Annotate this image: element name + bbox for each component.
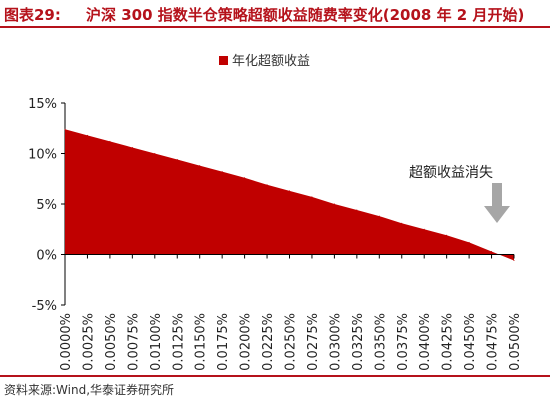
data-point — [423, 228, 425, 230]
data-point — [64, 128, 66, 130]
data-point — [356, 209, 358, 211]
x-tick-label: 0.0050% — [104, 313, 119, 371]
data-point — [378, 215, 380, 217]
x-tick-label: 0.0300% — [328, 313, 343, 371]
x-tick-label: 0.0250% — [284, 313, 299, 371]
data-point — [109, 140, 111, 142]
footer-divider — [0, 375, 550, 377]
x-tick-label: 0.0375% — [396, 313, 411, 371]
data-point — [491, 250, 493, 252]
y-tick-label: 0% — [36, 249, 57, 264]
x-tick-label: 0.0150% — [194, 313, 209, 371]
x-tick-label: 0.0325% — [351, 313, 366, 371]
y-tick-label: 5% — [36, 198, 57, 213]
data-point — [513, 260, 515, 262]
x-tick-label: 0.0425% — [441, 313, 456, 371]
x-tick-label: 0.0125% — [171, 313, 186, 371]
area-series — [65, 129, 514, 261]
plot-area: 15% 10% 5% 0% -5%0.0000% 0.0025% 0.0050% 0.0075… — [28, 97, 523, 371]
x-tick-label: 0.0000% — [59, 313, 74, 371]
legend-swatch — [219, 56, 228, 65]
data-point — [333, 203, 335, 205]
legend: 年化超额收益 — [219, 54, 310, 69]
annotation: 超额收益消失 — [409, 165, 510, 223]
data-point — [199, 165, 201, 167]
data-point — [401, 222, 403, 224]
legend-label: 年化超额收益 — [232, 54, 310, 69]
data-point — [468, 241, 470, 243]
title-bar: 图表29: 沪深 300 指数半仓策略超额收益随费率变化(2008 年 2 月开… — [0, 0, 550, 28]
data-point — [289, 190, 290, 192]
area-chart: 年化超额收益 15% 10% 5% 0% -5%0.0000% 0.0025% 0.0050… — [28, 54, 523, 371]
data-point — [176, 159, 178, 161]
x-tick-label: 0.0500% — [508, 313, 523, 371]
data-point — [446, 234, 448, 236]
x-tick-label: 0.0350% — [373, 313, 388, 371]
data-point — [244, 177, 246, 179]
annotation-text: 超额收益消失 — [409, 165, 493, 181]
y-tick-label: -5% — [32, 299, 57, 314]
x-tick-label: 0.0175% — [216, 313, 231, 371]
data-point — [86, 134, 88, 136]
down-arrow-icon — [484, 183, 510, 223]
x-tick-label: 0.0225% — [261, 313, 276, 371]
data-point — [131, 146, 133, 148]
data-point — [311, 196, 313, 198]
x-tick-label: 0.0475% — [486, 313, 501, 371]
figure-label: 图表29: — [4, 6, 61, 24]
data-point — [154, 153, 156, 154]
x-tick-label: 0.0450% — [463, 313, 478, 371]
x-tick-label: 0.0025% — [81, 313, 96, 371]
y-tick-label: 15% — [28, 97, 57, 112]
x-tick-label: 0.0275% — [306, 313, 321, 371]
data-point — [266, 184, 268, 186]
x-tick-label: 0.0400% — [418, 313, 433, 371]
y-tick-label: 10% — [28, 148, 57, 163]
source-note: 资料来源:Wind,华泰证券研究所 — [4, 383, 175, 397]
x-tick-label: 0.0075% — [126, 313, 141, 371]
figure-title: 沪深 300 指数半仓策略超额收益随费率变化(2008 年 2 月开始) — [86, 6, 525, 24]
x-tick-label: 0.0100% — [149, 313, 164, 371]
x-tick-label: 0.0200% — [239, 313, 254, 371]
data-point — [221, 171, 223, 173]
